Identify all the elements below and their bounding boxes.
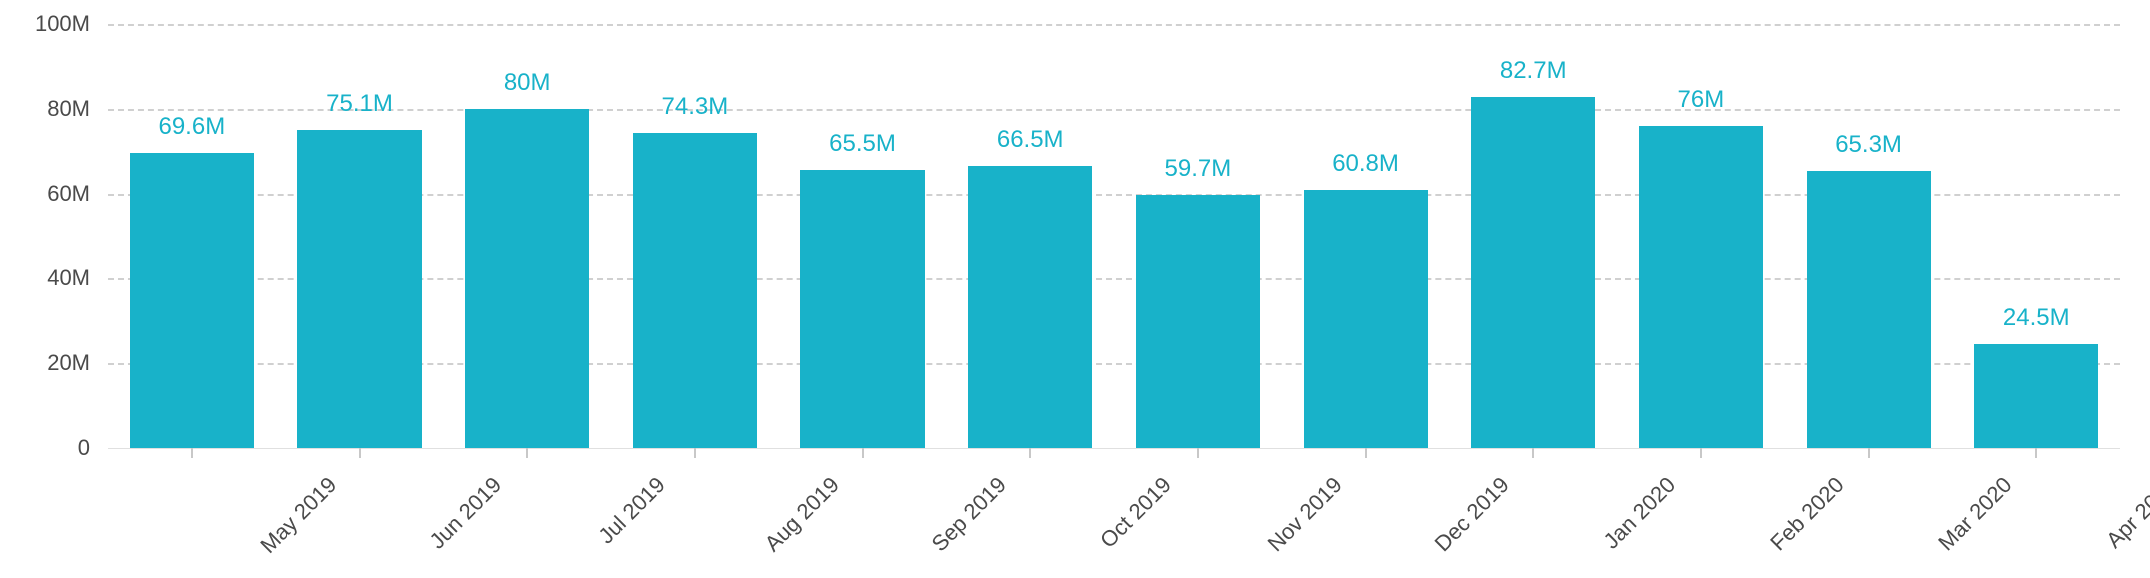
y-tick-label: 40M <box>0 265 90 291</box>
x-tick: Feb 2020 <box>1617 448 1785 498</box>
bar-slot: 65.5M <box>779 24 947 448</box>
x-tick: Jun 2019 <box>276 448 444 498</box>
x-tick-mark <box>2035 448 2037 458</box>
bar-slot: 24.5M <box>1952 24 2120 448</box>
bar <box>1807 171 1931 448</box>
bar <box>1974 344 2098 448</box>
bar <box>1304 190 1428 448</box>
bar <box>1639 126 1763 448</box>
x-tick-mark <box>1700 448 1702 458</box>
bar-value-label: 69.6M <box>108 113 276 141</box>
x-tick: May 2019 <box>108 448 276 498</box>
bar-value-label: 66.5M <box>946 126 1114 154</box>
bar <box>968 166 1092 448</box>
x-tick-mark <box>1532 448 1534 458</box>
x-tick: Dec 2019 <box>1282 448 1450 498</box>
x-tick: Jul 2019 <box>443 448 611 498</box>
y-tick-label: 20M <box>0 350 90 376</box>
bar <box>465 109 589 448</box>
bar-slot: 65.3M <box>1785 24 1953 448</box>
y-tick-label: 80M <box>0 96 90 122</box>
x-tick-mark <box>359 448 361 458</box>
x-axis: May 2019Jun 2019Jul 2019Aug 2019Sep 2019… <box>108 448 2120 498</box>
bar-chart: 020M40M60M80M100M69.6M75.1M80M74.3M65.5M… <box>0 0 2150 578</box>
bar-slot: 80M <box>443 24 611 448</box>
y-tick-label: 0 <box>0 435 90 461</box>
bar <box>1136 195 1260 448</box>
x-tick: Aug 2019 <box>611 448 779 498</box>
x-tick-mark <box>1365 448 1367 458</box>
x-tick: Jan 2020 <box>1449 448 1617 498</box>
bar-value-label: 75.1M <box>276 90 444 118</box>
x-tick-mark <box>1197 448 1199 458</box>
bar-value-label: 65.5M <box>779 130 947 158</box>
x-tick: Sep 2019 <box>779 448 947 498</box>
bar-slot: 66.5M <box>946 24 1114 448</box>
bar-value-label: 59.7M <box>1114 155 1282 183</box>
bar-slot: 74.3M <box>611 24 779 448</box>
x-tick-mark <box>1868 448 1870 458</box>
bar-slot: 75.1M <box>276 24 444 448</box>
bar-slot: 60.8M <box>1282 24 1450 448</box>
plot-area: 69.6M75.1M80M74.3M65.5M66.5M59.7M60.8M 82… <box>108 24 2120 449</box>
bar-value-label: 60.8M <box>1282 150 1450 178</box>
x-tick-mark <box>1029 448 1031 458</box>
bar-value-label: 82.7M <box>1449 57 1617 85</box>
x-tick: Nov 2019 <box>1114 448 1282 498</box>
bar-slot: 59.7M <box>1114 24 1282 448</box>
bar <box>800 170 924 448</box>
x-tick-mark <box>862 448 864 458</box>
x-tick: Apr 2020 <box>1952 448 2120 498</box>
x-tick: Mar 2020 <box>1785 448 1953 498</box>
bar-value-label: 24.5M <box>1952 304 2120 332</box>
bar-value-label: 65.3M <box>1785 131 1953 159</box>
bar <box>297 130 421 448</box>
bar-value-label: 80M <box>443 69 611 97</box>
x-tick: Oct 2019 <box>946 448 1114 498</box>
x-tick-mark <box>526 448 528 458</box>
bar-value-label: 74.3M <box>611 93 779 121</box>
y-tick-label: 100M <box>0 11 90 37</box>
bar <box>1471 97 1595 448</box>
bar <box>633 133 757 448</box>
x-tick-mark <box>694 448 696 458</box>
x-tick-mark <box>191 448 193 458</box>
bar-slot: 69.6M <box>108 24 276 448</box>
bar <box>130 153 254 448</box>
bar-value-label: 76M <box>1617 86 1785 114</box>
bar-slot: 76M <box>1617 24 1785 448</box>
bar-slot: 82.7M <box>1449 24 1617 448</box>
y-tick-label: 60M <box>0 181 90 207</box>
x-tick-label: Apr 2020 <box>2102 472 2150 554</box>
